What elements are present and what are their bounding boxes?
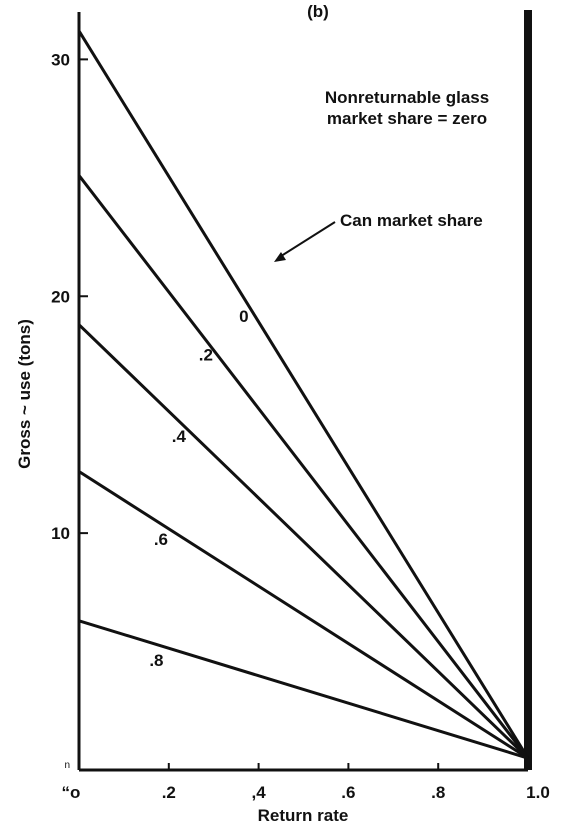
legend-annotation: Can market share xyxy=(274,211,483,262)
x-tick-label: “o xyxy=(62,783,81,802)
series-label: .4 xyxy=(172,427,187,446)
y-tick-label: 10 xyxy=(51,524,70,543)
x-tick-label: .2 xyxy=(162,783,176,802)
annotation-title: Nonreturnable glass market share = zero xyxy=(325,88,489,128)
legend-arrow-line xyxy=(277,221,336,259)
annotation-line-1: Nonreturnable glass xyxy=(325,88,489,107)
x-tick-label: ,4 xyxy=(252,783,267,802)
x-tick-label: .8 xyxy=(431,783,445,802)
panel-label: (b) xyxy=(307,2,329,21)
x-tick-label: .6 xyxy=(341,783,355,802)
series-line xyxy=(77,30,530,759)
legend-annotation-text: Can market share xyxy=(340,211,483,230)
y-ticks: n 10 20 30 xyxy=(51,50,88,771)
series-line xyxy=(78,470,529,760)
series-line xyxy=(77,323,530,760)
y-tick-label: n xyxy=(64,760,70,771)
series-label: .8 xyxy=(149,651,163,670)
series-lines xyxy=(77,30,530,760)
series-line xyxy=(78,619,529,760)
legend-arrow-head xyxy=(274,252,286,262)
series-label: 0 xyxy=(239,307,248,326)
x-axis-title: Return rate xyxy=(258,806,349,825)
y-tick-label: 30 xyxy=(51,50,70,69)
plot-frame xyxy=(77,10,532,772)
x-tick-label: 1.0 xyxy=(526,783,550,802)
annotation-line-2: market share = zero xyxy=(327,109,487,128)
y-axis-title: Gross ~ use (tons) xyxy=(15,319,34,469)
series-label: .2 xyxy=(199,346,213,365)
series-labels: 0 .2 .4 .6 .8 xyxy=(149,307,248,670)
series-line xyxy=(77,174,530,760)
series-label: .6 xyxy=(154,530,168,549)
x-ticks: “o .2 ,4 .6 .8 1.0 xyxy=(62,763,550,802)
y-tick-label: 20 xyxy=(51,287,70,306)
